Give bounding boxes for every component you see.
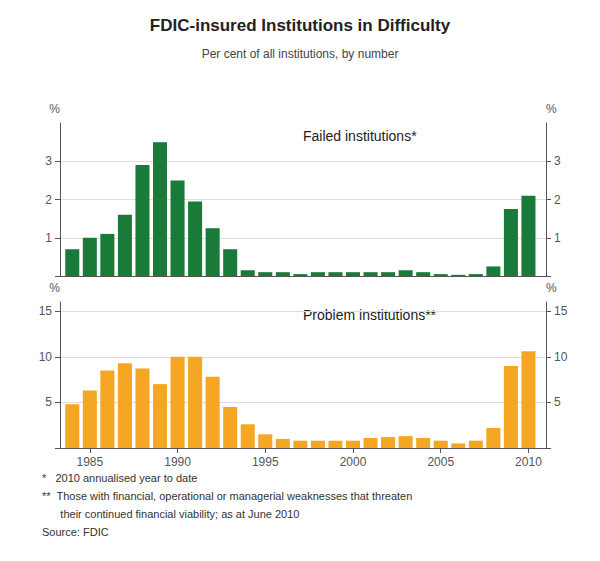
svg-text:15: 15	[554, 304, 568, 318]
svg-text:Failed institutions*: Failed institutions*	[303, 128, 417, 144]
svg-text:1: 1	[554, 231, 561, 245]
svg-text:their continued financial viab: their continued financial viability; as …	[42, 508, 299, 520]
svg-text:3: 3	[45, 154, 52, 168]
svg-text:1990: 1990	[164, 455, 191, 469]
svg-text:1985: 1985	[76, 455, 103, 469]
svg-text:Problem institutions**: Problem institutions**	[303, 307, 437, 323]
svg-text:2: 2	[554, 193, 561, 207]
svg-text:%: %	[546, 281, 557, 295]
svg-text:2010: 2010	[515, 455, 542, 469]
svg-text:* 2010 annualised year to da: * 2010 annualised year to date	[42, 472, 197, 484]
svg-text:3: 3	[554, 154, 561, 168]
svg-text:%: %	[49, 281, 60, 295]
svg-text:10: 10	[39, 350, 53, 364]
svg-text:5: 5	[554, 395, 561, 409]
svg-text:FDIC-insured Institutions in D: FDIC-insured Institutions in Difficulty	[150, 16, 451, 35]
svg-text:%: %	[49, 102, 60, 116]
svg-text:2: 2	[45, 193, 52, 207]
svg-text:15: 15	[39, 304, 53, 318]
svg-text:5: 5	[45, 395, 52, 409]
svg-text:Per cent of all institutions,: Per cent of all institutions, by number	[202, 47, 399, 61]
svg-text:Source: FDIC: Source: FDIC	[42, 526, 109, 538]
svg-text:2000: 2000	[340, 455, 367, 469]
svg-text:** Those with financial, oper: ** Those with financial, operational or …	[42, 490, 412, 502]
svg-text:%: %	[546, 102, 557, 116]
svg-text:10: 10	[554, 350, 568, 364]
svg-text:1995: 1995	[252, 455, 279, 469]
svg-text:2005: 2005	[427, 455, 454, 469]
svg-text:1: 1	[45, 231, 52, 245]
